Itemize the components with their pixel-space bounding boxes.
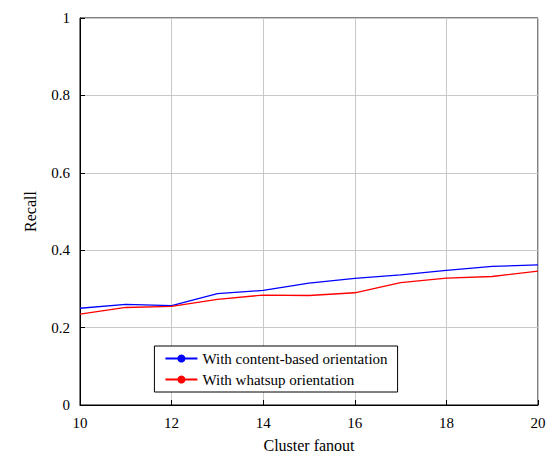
svg-text:With whatsup orientation: With whatsup orientation <box>202 372 354 388</box>
svg-text:1: 1 <box>63 10 71 26</box>
svg-text:0.2: 0.2 <box>51 320 70 336</box>
svg-text:0.8: 0.8 <box>51 87 70 103</box>
svg-text:18: 18 <box>439 415 454 431</box>
svg-text:Cluster fanout: Cluster fanout <box>263 437 355 454</box>
svg-text:14: 14 <box>256 415 272 431</box>
svg-text:0.6: 0.6 <box>51 165 70 181</box>
svg-text:10: 10 <box>73 415 88 431</box>
svg-text:Recall: Recall <box>22 191 39 232</box>
svg-text:0: 0 <box>63 397 71 413</box>
svg-text:0.4: 0.4 <box>51 242 70 258</box>
svg-text:12: 12 <box>164 415 179 431</box>
svg-text:20: 20 <box>531 415 546 431</box>
svg-text:16: 16 <box>347 415 363 431</box>
svg-text:With content-based orientation: With content-based orientation <box>202 351 388 367</box>
